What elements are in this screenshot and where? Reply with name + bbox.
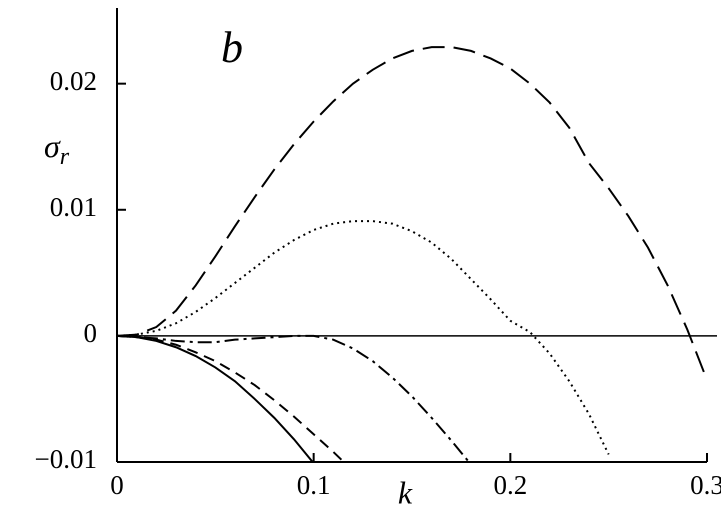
x-tick-label: 0 bbox=[110, 470, 124, 500]
y-tick-label: 0.01 bbox=[50, 192, 97, 222]
y-axis-label-symbol: σ bbox=[44, 128, 61, 164]
x-tick-label: 0.2 bbox=[493, 470, 527, 500]
y-tick-label: 0.02 bbox=[50, 66, 97, 96]
panel-label: b bbox=[221, 23, 243, 72]
y-tick-label: 0 bbox=[84, 318, 98, 348]
series-line bbox=[117, 46, 708, 381]
x-axis-label: k bbox=[398, 474, 413, 510]
x-tick-label: 0.3 bbox=[690, 470, 721, 500]
series-line bbox=[117, 220, 610, 455]
series-line bbox=[117, 334, 314, 462]
series-line bbox=[117, 334, 346, 462]
x-tick-label: 0.1 bbox=[297, 470, 331, 500]
y-axis-label: σr bbox=[44, 128, 70, 169]
y-tick-label: −0.01 bbox=[35, 444, 97, 474]
series-line bbox=[117, 334, 471, 462]
y-axis-label-subscript: r bbox=[60, 144, 70, 170]
